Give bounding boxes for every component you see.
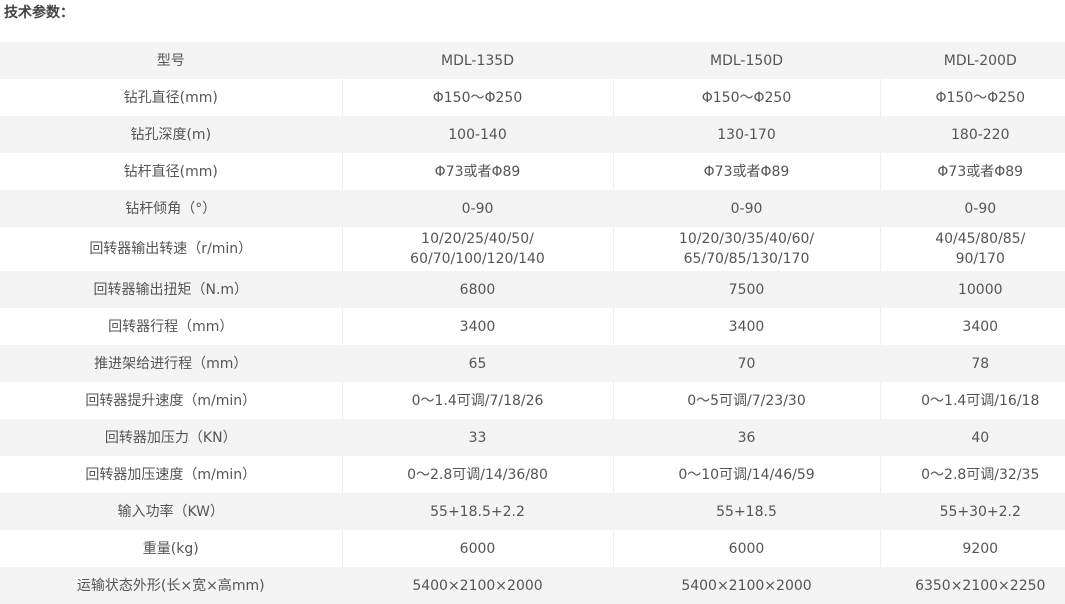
value-cell: MDL-150D [612, 42, 880, 79]
param-label-cell: 回转器行程（mm） [108, 318, 234, 335]
param-label-cell: 钻孔直径(mm) [123, 89, 218, 106]
value-cell: 0～1.4可调/7/18/26 [341, 382, 613, 419]
value-cell: 9200 [879, 530, 1065, 567]
value-cell: Φ73或者Φ89 [612, 153, 880, 190]
value-cell: 180-220 [879, 116, 1065, 153]
value-cell: 10000 [879, 271, 1065, 308]
table-header-row: 型号 MDL-135D MDL-150D MDL-200D [0, 42, 1065, 79]
table-row: 钻孔深度(m) 100-140 130-170 180-220 [0, 116, 1065, 153]
value-cell: 3400 [341, 308, 613, 345]
value-cell: MDL-135D [341, 42, 613, 79]
value-cell: 3400 [612, 308, 880, 345]
value-cell: 33 [341, 419, 613, 456]
value-cell: 0-90 [341, 190, 613, 227]
param-label-cell: 回转器加压力（KN） [0, 419, 342, 456]
value-cell: Φ73或者Φ89 [879, 153, 1065, 190]
value-cell: Φ73或者Φ89 [341, 153, 613, 190]
table-row: 回转器输出扭矩（N.m） 6800 7500 10000 [0, 271, 1065, 308]
value-cell: 10/20/30/35/40/60/ 65/70/85/130/170 [612, 227, 880, 271]
value-cell: 70 [612, 345, 880, 382]
param-label-cell: 输入功率（KW） [0, 493, 342, 530]
table-row: 回转器加压速度（m/min） 0～2.8可调/14/36/80 0～10可调/14/… [0, 456, 1065, 493]
table-row: 回转器输出转速（r/min） 10/20/25/40/50/ 60/70/100/… [0, 227, 1065, 271]
value-cell: 55+18.5+2.2 [341, 493, 613, 530]
param-label-cell: 回转器输出扭矩（N.m） [0, 271, 342, 308]
value-cell: 55+30+2.2 [879, 493, 1065, 530]
table-row: 重量(kg) 6000 6000 9200 [0, 530, 1065, 567]
value-cell: 130-170 [612, 116, 880, 153]
value-cell: Φ150～Φ250 [341, 79, 613, 116]
value-cell: 65 [341, 345, 613, 382]
param-label-cell: 重量(kg) [142, 540, 199, 557]
value-cell: 0-90 [879, 190, 1065, 227]
table-row: 输入功率（KW） 55+18.5+2.2 55+18.5 55+30+2.2 [0, 493, 1065, 530]
section-title: 技术参数： [4, 5, 74, 21]
value-cell: 5400×2100×2000 [612, 567, 880, 604]
table-row: 运输状态外形(长×宽×高mm) 5400×2100×2000 5400×2100×2… [0, 567, 1065, 604]
param-label-cell: 回转器提升速度（m/min） [85, 392, 257, 409]
value-cell: 36 [612, 419, 880, 456]
param-label-cell: 钻孔深度(m) [0, 116, 342, 153]
value-cell: 0-90 [612, 190, 880, 227]
value-cell: 0～10可调/14/46/59 [612, 456, 880, 493]
value-cell: Φ150～Φ250 [879, 79, 1065, 116]
value-cell: 100-140 [341, 116, 613, 153]
table-row: 回转器提升速度（m/min） 0～1.4可调/7/18/26 0～5可调/7/23/… [0, 382, 1065, 419]
param-label-cell: 回转器加压速度（m/min） [85, 466, 257, 483]
table-row: 钻孔直径(mm) Φ150～Φ250 Φ150～Φ250 Φ150～Φ250 [0, 79, 1065, 116]
value-cell: 10/20/25/40/50/ 60/70/100/120/140 [341, 227, 613, 271]
param-label-cell: 运输状态外形(长×宽×高mm) [0, 567, 342, 604]
value-cell: 0～1.4可调/16/18 [879, 382, 1065, 419]
table-row: 钻杆倾角（°） 0-90 0-90 0-90 [0, 190, 1065, 227]
value-cell: MDL-200D [879, 42, 1065, 79]
value-cell: 55+18.5 [612, 493, 880, 530]
value-cell: 3400 [879, 308, 1065, 345]
value-cell: 6000 [612, 530, 880, 567]
value-cell: Φ150～Φ250 [612, 79, 880, 116]
spec-table: 型号 MDL-135D MDL-150D MDL-200D 钻孔直径(mm) Φ150～Φ… [0, 42, 1065, 604]
param-label-cell: 型号 [0, 42, 342, 79]
table-row: 推进架给进行程（mm） 65 70 78 [0, 345, 1065, 382]
value-cell: 6350×2100×2250 [879, 567, 1065, 604]
value-cell: 78 [879, 345, 1065, 382]
value-cell: 0～2.8可调/32/35 [879, 456, 1065, 493]
value-cell: 6800 [341, 271, 613, 308]
value-cell: 0～5可调/7/23/30 [612, 382, 880, 419]
value-cell: 40/45/80/85/ 90/170 [879, 227, 1065, 271]
param-label-cell: 回转器输出转速（r/min） [89, 241, 253, 257]
value-cell: 40 [879, 419, 1065, 456]
value-cell: 6000 [341, 530, 613, 567]
param-label-cell: 钻杆倾角（°） [0, 190, 342, 227]
value-cell: 5400×2100×2000 [341, 567, 613, 604]
table-row: 钻杆直径(mm) Φ73或者Φ89 Φ73或者Φ89 Φ73或者Φ89 [0, 153, 1065, 190]
table-row: 回转器加压力（KN） 33 36 40 [0, 419, 1065, 456]
param-label-cell: 钻杆直径(mm) [123, 163, 218, 180]
value-cell: 0～2.8可调/14/36/80 [341, 456, 613, 493]
table-row: 回转器行程（mm） 3400 3400 3400 [0, 308, 1065, 345]
value-cell: 7500 [612, 271, 880, 308]
param-label-cell: 推进架给进行程（mm） [0, 345, 342, 382]
